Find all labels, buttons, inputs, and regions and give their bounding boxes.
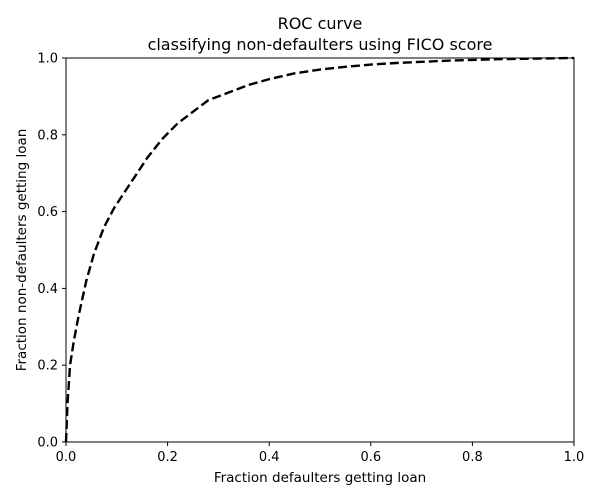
plot-frame xyxy=(65,57,575,443)
y-tick-label: 0.2 xyxy=(37,359,58,374)
x-tick-label: 0.0 xyxy=(56,450,77,465)
x-axis-label: Fraction defaulters getting loan xyxy=(214,470,426,486)
chart-subtitle: classifying non-defaulters using FICO sc… xyxy=(148,35,493,54)
chart-title: ROC curve xyxy=(278,14,363,33)
x-tick-label: 0.8 xyxy=(462,450,483,465)
y-tick-label: 0.4 xyxy=(37,282,58,297)
x-tick-label: 0.6 xyxy=(360,450,381,465)
plot-area: 0.0 0.2 0.4 0.6 0.8 1.0 0.0 0.2 0.4 0.6 0.8 1.0 xyxy=(37,52,584,466)
y-tick-label: 0.8 xyxy=(37,128,58,143)
x-tick-label: 1.0 xyxy=(564,450,585,465)
roc-curve-line xyxy=(64,56,575,443)
y-tick-label: 1.0 xyxy=(37,52,58,67)
y-tick-label: 0.0 xyxy=(37,436,58,451)
x-tick-label: 0.2 xyxy=(157,450,178,465)
x-tick-label: 0.4 xyxy=(259,450,280,465)
y-tick-label: 0.6 xyxy=(37,205,58,220)
y-axis-label: Fraction non-defaulters getting loan xyxy=(14,129,30,372)
